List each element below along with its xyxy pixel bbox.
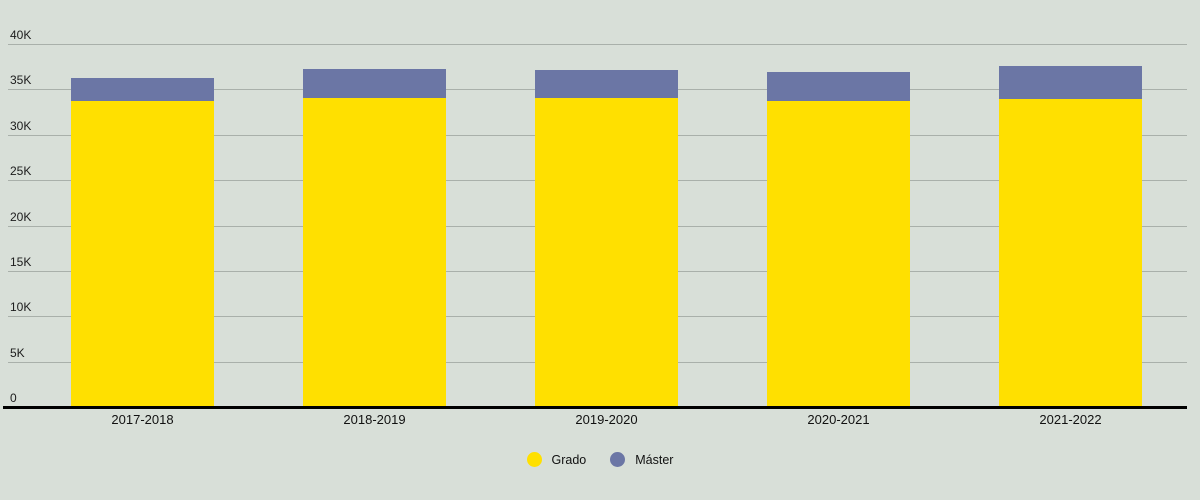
bar-segment-master[interactable] [535, 69, 678, 99]
bar-segment-grado[interactable] [999, 99, 1142, 407]
x-tick-label: 2020-2021 [807, 412, 870, 427]
legend-label: Grado [551, 452, 587, 467]
bar-segment-master[interactable] [303, 69, 446, 98]
y-tick-label: 0 [10, 391, 17, 405]
legend-item-grado[interactable]: Grado [526, 452, 587, 467]
y-tick-label: 5K [10, 345, 25, 360]
y-tick-label: 10K [10, 300, 32, 315]
x-tick-label: 2018-2019 [343, 412, 406, 427]
bar-segment-grado[interactable] [303, 97, 446, 407]
y-tick-label: 20K [10, 209, 32, 224]
x-tick-label: 2017-2018 [111, 412, 174, 427]
bar-segment-grado[interactable] [71, 101, 214, 407]
legend-label: Máster [635, 452, 674, 467]
y-tick-label: 15K [10, 254, 32, 269]
x-tick-label: 2019-2020 [575, 412, 638, 427]
bar-segment-master[interactable] [767, 72, 910, 102]
legend: Grado Máster [0, 452, 1200, 467]
bar-segment-grado[interactable] [535, 98, 678, 407]
legend-item-master[interactable]: Máster [610, 452, 673, 467]
y-tick-label: 25K [10, 164, 32, 179]
x-tick-label: 2021-2022 [1039, 412, 1102, 427]
bar-segment-master[interactable] [71, 78, 214, 102]
y-tick-label: 40K [10, 28, 32, 42]
x-axis-line [3, 405, 1187, 409]
y-tick-label: 35K [10, 73, 32, 88]
legend-swatch-icon [526, 452, 542, 467]
legend-swatch-icon [610, 452, 626, 467]
gridline [8, 44, 1187, 45]
bar-segment-grado[interactable] [767, 101, 910, 407]
bar-segment-master[interactable] [999, 65, 1142, 100]
y-tick-label: 30K [10, 118, 32, 133]
